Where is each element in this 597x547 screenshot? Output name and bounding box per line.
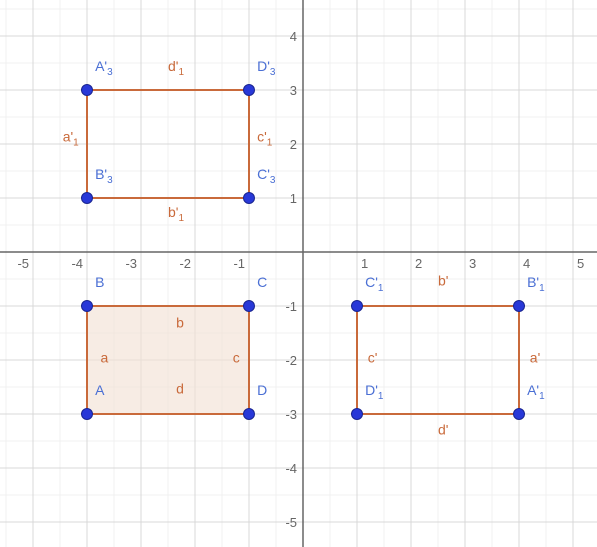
edge-label-b: b [176,315,184,331]
edge-label-a': a' [530,350,540,366]
plane-svg: -5-4-3-2-112345-5-4-3-2-11234d'1c'1b'1a'… [0,0,597,547]
x-tick-label: -5 [17,256,29,271]
point-label-B: B [95,274,104,290]
point-D'3 [244,85,255,96]
point-B'1 [514,301,525,312]
x-tick-label: -3 [125,256,137,271]
point-A [82,409,93,420]
point-B'3 [82,193,93,204]
x-tick-label: -4 [71,256,83,271]
point-D [244,409,255,420]
edge-label-b': b' [438,272,448,288]
x-tick-label: -2 [179,256,191,271]
y-tick-label: 3 [290,83,297,98]
y-tick-label: -4 [285,461,297,476]
point-C'3 [244,193,255,204]
x-tick-label: 1 [361,256,368,271]
x-tick-label: 4 [523,256,530,271]
edge-label-c: c [233,350,240,366]
point-A'1 [514,409,525,420]
edge-label-a: a [101,350,109,366]
coordinate-plane: -5-4-3-2-112345-5-4-3-2-11234d'1c'1b'1a'… [0,0,597,547]
x-tick-label: -1 [233,256,245,271]
edge-label-d: d [176,380,184,396]
y-tick-label: -5 [285,515,297,530]
x-tick-label: 3 [469,256,476,271]
y-tick-label: -2 [285,353,297,368]
x-tick-label: 2 [415,256,422,271]
point-A'3 [82,85,93,96]
edge-label-c': c' [368,350,378,366]
y-tick-label: 1 [290,191,297,206]
y-tick-label: 2 [290,137,297,152]
point-C'1 [352,301,363,312]
point-label-D: D [257,382,267,398]
y-tick-label: -1 [285,299,297,314]
point-D'1 [352,409,363,420]
y-tick-label: -3 [285,407,297,422]
edge-label-d': d' [438,422,448,438]
x-tick-label: 5 [577,256,584,271]
y-tick-label: 4 [290,29,297,44]
point-B [82,301,93,312]
point-label-C: C [257,274,267,290]
point-label-A: A [95,382,105,398]
rect-bottom-left-fill [87,306,249,414]
point-C [244,301,255,312]
